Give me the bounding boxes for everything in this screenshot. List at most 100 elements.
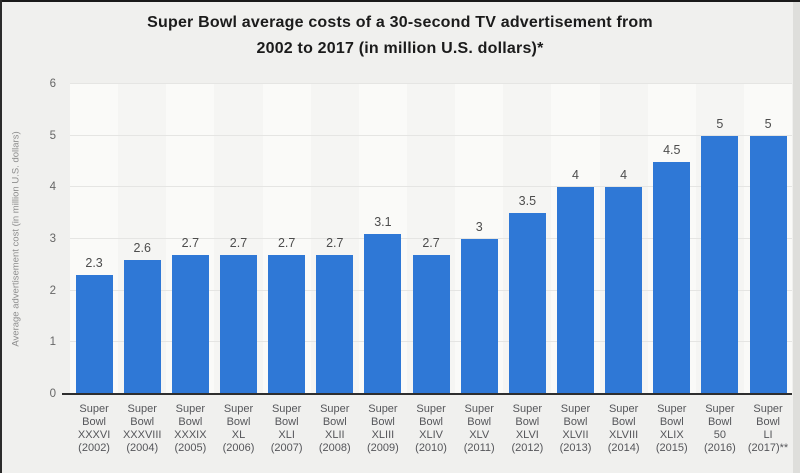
- x-axis-category-label-line: (2005): [174, 442, 207, 454]
- gridline: [70, 134, 792, 136]
- y-tick-label: 3: [49, 233, 56, 245]
- bar-value-label: 5: [716, 116, 724, 131]
- x-axis-category-label-line: Super: [512, 403, 543, 415]
- x-axis-category-label-line: LI: [763, 429, 773, 441]
- left-edge-border: [0, 0, 2, 473]
- bar[interactable]: [171, 254, 209, 394]
- right-edge-band: [793, 0, 800, 473]
- x-axis-category-label-line: (2007): [270, 442, 303, 454]
- bar[interactable]: [75, 275, 113, 394]
- x-axis-category-label-line: Bowl: [467, 416, 492, 428]
- bar[interactable]: [412, 254, 450, 394]
- gridline: [70, 83, 792, 84]
- x-axis-category-label: Super Bowl XLIII (2009): [359, 403, 407, 455]
- x-axis-category-label-line: Super: [271, 403, 302, 415]
- bar-value-label: 2.7: [277, 235, 296, 250]
- bar[interactable]: [316, 254, 354, 394]
- bar-value-label: 2.7: [422, 235, 440, 250]
- bar[interactable]: [364, 233, 402, 394]
- bar-column: 2.7: [166, 84, 215, 394]
- bar[interactable]: [749, 135, 787, 394]
- x-axis-category-label: Super Bowl XLIV (2010): [407, 403, 455, 455]
- x-axis-category-label-line: Super: [657, 403, 687, 415]
- bar[interactable]: [460, 239, 498, 394]
- bar[interactable]: [508, 213, 546, 394]
- chart-title-line2: 2002 to 2017 (in million U.S. dollars)*: [256, 40, 544, 57]
- bar[interactable]: [556, 187, 594, 394]
- x-axis-category-label-line: (2002): [78, 442, 110, 454]
- x-axis-category-label-line: XL: [231, 429, 246, 441]
- x-axis-category-label-line: (2009): [367, 442, 399, 454]
- x-axis-category-label-line: XXXVIII: [122, 429, 162, 441]
- y-tick-label: 6: [49, 78, 56, 90]
- x-axis-category-label-line: Bowl: [659, 416, 684, 428]
- bar[interactable]: [123, 259, 161, 394]
- x-axis-category-label-line: 50: [713, 429, 727, 441]
- bar-column: 4.5: [647, 84, 696, 394]
- x-axis-category-label: Super Bowl XXXIX (2005): [166, 403, 214, 455]
- top-edge-border: [0, 0, 800, 2]
- y-tick-label: 2: [49, 284, 56, 297]
- bar[interactable]: [605, 187, 643, 394]
- bar-value-label: 2.7: [326, 235, 344, 250]
- bar-column: 2.7: [310, 84, 359, 394]
- bar-value-label: 4: [572, 168, 579, 183]
- bar-value-label: 4: [620, 168, 628, 183]
- chart-title-line1: Super Bowl average costs of a 30-second …: [147, 14, 653, 31]
- chart-title: Super Bowl average costs of a 30-second …: [0, 10, 800, 62]
- x-axis-category-label-line: Bowl: [82, 416, 106, 428]
- gridline: [70, 238, 792, 239]
- bar-value-label: 3.1: [374, 214, 392, 229]
- x-axis-category-label-line: XXXIX: [174, 429, 207, 441]
- x-axis-category-label-line: XLI: [278, 429, 295, 441]
- bar-value-label: 2.6: [133, 240, 151, 255]
- bar[interactable]: [268, 254, 306, 394]
- x-axis-category-label-line: Super: [416, 403, 446, 415]
- bar-column: 5: [743, 84, 793, 394]
- x-axis-category-label-line: XLIX: [659, 429, 684, 441]
- x-axis-category-label-line: Super: [753, 403, 783, 415]
- x-axis-category-label: Super Bowl 50 (2016): [696, 403, 744, 455]
- bar-value-label: 2.3: [85, 256, 103, 271]
- bar-column: 2.3: [70, 84, 119, 394]
- x-axis-category-label-line: Bowl: [130, 416, 155, 428]
- bar-column: 2.6: [118, 84, 167, 394]
- x-axis-category-label-line: Bowl: [707, 416, 732, 428]
- bar-column: 2.7: [406, 84, 456, 394]
- y-tick-label: 0: [49, 388, 56, 400]
- bar[interactable]: [219, 254, 258, 394]
- x-axis-labels: Super Bowl XXXVI (2002) Super Bowl XXXVIII (200…: [70, 403, 792, 455]
- bar-value-label: 3: [475, 220, 483, 234]
- x-axis-category-label-line: Super: [705, 403, 735, 415]
- x-axis-category-label-line: Super: [608, 403, 639, 415]
- x-axis-category-label: Super Bowl XL (2006): [214, 403, 262, 455]
- x-axis-category-label-line: XLVI: [515, 429, 539, 441]
- bar-value-label: 4.5: [663, 142, 681, 157]
- x-axis-category-label-line: XLVIII: [609, 429, 639, 441]
- x-axis-category-label-line: Bowl: [274, 416, 299, 428]
- bar-value-label: 3.5: [518, 194, 537, 209]
- bar[interactable]: [653, 161, 691, 394]
- bar-column: 4: [599, 84, 648, 394]
- x-axis-category-label-line: (2017)**: [747, 442, 789, 454]
- x-axis-category-label: Super Bowl XLVIII (2014): [600, 403, 648, 455]
- plot-area: 2.3 2.6 2.7 2.7 2.7 2.7 3.1 2.7 3 3.5 4 4 4.5 5 5: [70, 83, 793, 394]
- y-axis-title: Average advertisement cost (in million U…: [10, 131, 22, 347]
- x-axis-category-label-line: XLV: [469, 429, 490, 441]
- x-axis-category-label: Super Bowl LI (2017)**: [744, 403, 792, 455]
- gridline: [70, 186, 792, 188]
- x-axis-category-label: Super Bowl XLI (2007): [263, 403, 311, 455]
- x-axis-category-label-line: (2014): [607, 442, 640, 454]
- x-axis-category-label-line: Super: [223, 403, 254, 415]
- x-axis-category-label-line: XLII: [324, 429, 345, 441]
- x-axis-category-label-line: (2004): [126, 442, 159, 454]
- x-axis-category-label-line: XLVII: [562, 429, 589, 441]
- x-axis-category-label-line: (2012): [511, 442, 544, 454]
- x-axis-line: [62, 393, 792, 395]
- bar-value-label: 5: [764, 116, 772, 131]
- x-axis-category-label-line: Bowl: [322, 416, 347, 428]
- bar[interactable]: [701, 135, 739, 394]
- y-axis-tick-labels: 0 1 2 3 4 5 6: [30, 78, 60, 400]
- x-axis-category-label-line: (2011): [463, 442, 495, 454]
